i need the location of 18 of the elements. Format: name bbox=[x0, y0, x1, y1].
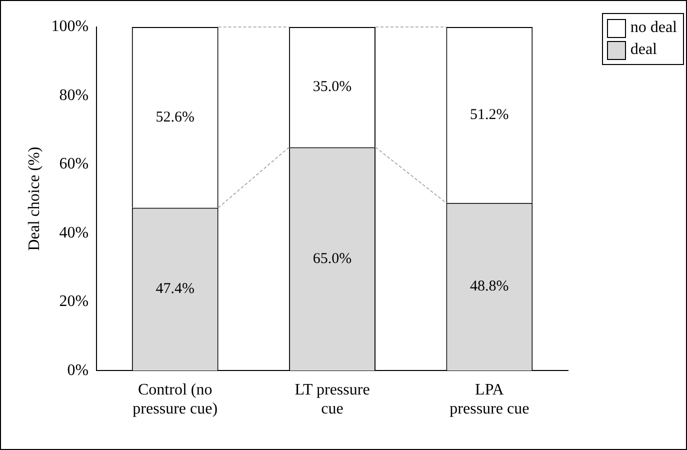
x-tick-label: Control (no pressure cue) bbox=[132, 381, 218, 418]
data-label: 65.0% bbox=[312, 250, 352, 267]
x-tick-label: LT pressure cue bbox=[294, 381, 370, 418]
y-tick-label: 100% bbox=[51, 18, 89, 36]
x-tick-label: LPA pressure cue bbox=[450, 381, 530, 418]
y-tick-label: 40% bbox=[59, 224, 89, 242]
data-label: 51.2% bbox=[470, 106, 509, 123]
y-tick-label: 0% bbox=[67, 362, 89, 379]
y-tick-label: 20% bbox=[59, 293, 89, 310]
y-tick-label: 80% bbox=[59, 86, 89, 104]
text: no deal bbox=[630, 19, 677, 37]
data-label: 47.4% bbox=[156, 281, 194, 298]
legend-label: deal bbox=[630, 41, 657, 59]
data-label: 52.6% bbox=[156, 109, 194, 126]
y-tick-label: 60% bbox=[59, 156, 89, 173]
y-axis-title: Deal choice (%) bbox=[26, 146, 43, 251]
data-label: 35.0% bbox=[312, 79, 352, 96]
data-label: 48.8% bbox=[470, 278, 509, 295]
